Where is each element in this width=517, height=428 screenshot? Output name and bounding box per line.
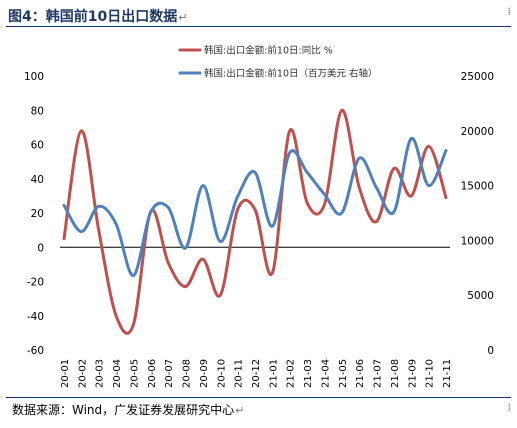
paragraph-mark: ⁞ (507, 5, 512, 18)
y-left-tick-label: 60 (31, 140, 44, 152)
return-mark: ↵ (178, 11, 188, 24)
x-tick-label: 20-11 (234, 359, 245, 388)
x-tick-label: 21-07 (373, 359, 384, 388)
axes: -60 -40 -20 0 20 40 60 80 100 0 5000 10000 15000 2000… (24, 71, 494, 388)
x-tick-label: 20-06 (147, 359, 158, 388)
x-tick-label: 21-05 (338, 359, 349, 388)
x-tick-label: 20-03 (95, 359, 106, 388)
x-tick-label: 20-09 (199, 359, 210, 388)
legend-label-pct: 韩国:出口金额:前10日:同比 % (204, 45, 333, 57)
y-right-tick-label: 20000 (461, 126, 494, 138)
chart: 韩国:出口金额:前10日:同比 % 韩国:出口金额:前10日（百万美元 右轴） -… (24, 45, 494, 389)
x-tick-label: 20-04 (112, 359, 123, 388)
y-left-tick-label: 20 (31, 208, 44, 220)
title-rule (6, 26, 511, 27)
x-tick-label: 20-10 (216, 359, 227, 388)
source-text: 数据来源：Wind，广发证券发展研究中心 (12, 403, 235, 417)
figure-title-row: 图4：韩国前10日出口数据↵ (8, 4, 509, 26)
y-left-tick-label: -40 (27, 311, 44, 323)
series-line-usd (62, 136, 448, 278)
x-tick-label: 21-03 (303, 359, 314, 388)
x-tick-label: 21-09 (407, 359, 418, 388)
x-tick-label: 21-06 (355, 359, 366, 388)
y-left-tick-label: 80 (31, 105, 44, 117)
legend: 韩国:出口金额:前10日:同比 % 韩国:出口金额:前10日（百万美元 右轴） (178, 45, 378, 80)
x-tick-label: 21-02 (286, 359, 297, 388)
figure-title-text: 图4：韩国前10日出口数据 (8, 9, 178, 25)
paragraph-mark-bottom: ⁞ (507, 401, 512, 414)
y-right-tick-label: 10000 (461, 235, 494, 247)
source-return-mark: ↵ (235, 404, 245, 417)
x-tick-label: 21-08 (390, 359, 401, 388)
x-tick-label: 20-02 (77, 359, 88, 388)
x-tick-label: 20-01 (60, 359, 71, 388)
source-note: 数据来源：Wind，广发证券发展研究中心↵ (12, 401, 244, 418)
x-tick-label: 20-05 (129, 359, 140, 388)
series-line-pct (62, 108, 448, 335)
y-right-tick-label: 25000 (461, 71, 494, 83)
x-tick-label: 20-08 (182, 359, 193, 388)
series-lines (62, 108, 448, 335)
x-tick-label: 20-07 (164, 359, 175, 388)
y-left-tick-label: 0 (37, 242, 44, 254)
y-right-tick-label: 15000 (461, 181, 494, 193)
figure-title: 图4：韩国前10日出口数据↵ (8, 6, 187, 26)
x-tick-label: 20-12 (251, 359, 262, 388)
x-tick-label: 21-11 (442, 359, 453, 388)
x-tick-label: 21-10 (425, 359, 436, 388)
y-right-tick-label: 5000 (467, 290, 494, 302)
y-left-tick-label: -20 (27, 277, 44, 289)
legend-label-usd: 韩国:出口金额:前10日（百万美元 右轴） (204, 68, 378, 80)
x-tick-label: 21-04 (320, 359, 331, 388)
y-right-tick-label: 0 (487, 345, 494, 357)
y-left-tick-label: 40 (31, 174, 44, 186)
y-left-tick-label: 100 (24, 71, 44, 83)
x-tick-label: 21-01 (268, 359, 279, 388)
source-rule (6, 397, 511, 398)
y-left-tick-label: -60 (27, 345, 44, 357)
